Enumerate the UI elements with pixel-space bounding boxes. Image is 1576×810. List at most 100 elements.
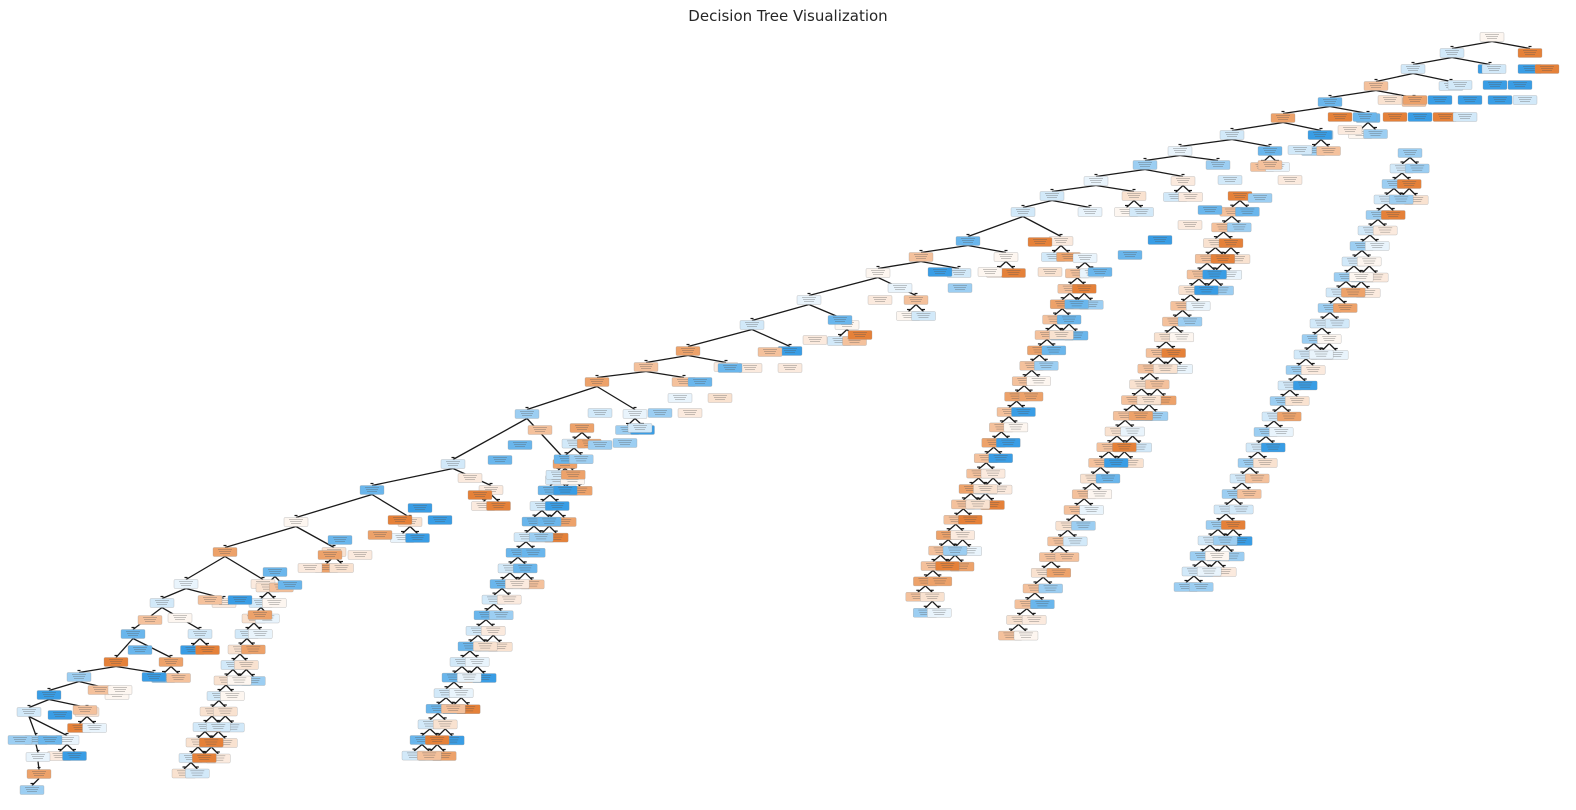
node-text-line xyxy=(834,342,845,343)
node-text-line xyxy=(465,647,475,649)
node-text-line xyxy=(1000,256,1012,257)
tree-edge-ticks xyxy=(27,45,1532,785)
node-text-line xyxy=(536,538,547,540)
node-text-line xyxy=(957,568,968,569)
node-text-line xyxy=(1062,256,1075,257)
node-text-line xyxy=(1314,351,1329,353)
tree-node xyxy=(1120,426,1145,437)
node-text-line xyxy=(525,581,540,582)
tree-edge xyxy=(1225,529,1234,537)
node-text-line xyxy=(1447,54,1457,55)
node-text-line xyxy=(560,491,571,493)
tree-edge xyxy=(1175,185,1184,193)
node-text-line xyxy=(1259,429,1273,430)
node-text-line xyxy=(1226,522,1241,523)
tree-edge xyxy=(877,260,922,270)
tree-edge xyxy=(1005,261,1014,269)
node-text-line xyxy=(926,596,939,597)
node-text-line xyxy=(1348,260,1360,262)
node-text-line xyxy=(479,679,490,680)
tree-edge xyxy=(1016,385,1025,393)
tree-edge xyxy=(78,665,117,674)
tree-edge xyxy=(1149,388,1158,397)
tree-node xyxy=(569,454,594,464)
tree-edge xyxy=(453,665,463,674)
node-text-line xyxy=(1244,495,1255,496)
node-text-line xyxy=(1235,197,1245,198)
tree-node xyxy=(283,517,309,527)
node-text-line xyxy=(262,619,273,621)
node-text-line xyxy=(1408,97,1422,98)
node-text-line xyxy=(1166,350,1181,351)
tree-edge xyxy=(469,650,478,658)
node-text-line xyxy=(408,754,420,756)
tree-edge xyxy=(1345,265,1355,274)
node-text-line xyxy=(746,324,758,325)
node-text-line xyxy=(1395,198,1408,200)
node-text-line xyxy=(220,553,230,554)
node-text-line xyxy=(1070,334,1083,336)
node-text-line xyxy=(184,755,198,756)
tree-edge xyxy=(1083,498,1093,506)
node-text-line xyxy=(413,505,427,506)
node-text-line xyxy=(1276,115,1290,116)
node-text-line xyxy=(1308,338,1320,339)
tree-edge xyxy=(1034,592,1043,601)
node-text-line xyxy=(622,431,633,432)
tree-edge xyxy=(469,666,478,674)
tree-edge xyxy=(190,746,199,754)
node-text-line xyxy=(1196,555,1208,556)
node-text-line xyxy=(1087,480,1098,481)
node-text-line xyxy=(1325,103,1335,104)
tree-node xyxy=(1534,64,1560,74)
node-text-line xyxy=(1089,178,1103,179)
node-text-line xyxy=(1388,183,1400,184)
tree-edge xyxy=(915,304,924,312)
node-text-line xyxy=(1439,116,1451,117)
node-text-line xyxy=(1315,353,1328,355)
node-text-line xyxy=(1465,101,1475,102)
node-text-line xyxy=(199,726,211,727)
node-text-line xyxy=(254,614,266,615)
tree-node xyxy=(1382,112,1408,122)
node-text-line xyxy=(433,517,447,518)
node-text-line xyxy=(220,744,231,745)
node-text-line xyxy=(253,631,268,632)
node-text-line xyxy=(618,440,632,441)
node-text-line xyxy=(832,338,847,339)
tree-node xyxy=(227,675,252,686)
tree-node xyxy=(529,532,554,542)
tree-edge xyxy=(1069,292,1078,301)
tree-edge xyxy=(548,525,557,534)
node-text-line xyxy=(165,661,177,662)
tree-edge xyxy=(115,638,134,658)
node-text-line xyxy=(479,612,493,613)
tree-edge xyxy=(1059,545,1068,554)
tree-node xyxy=(1027,237,1053,247)
node-text-line xyxy=(979,488,992,489)
node-text-line xyxy=(1086,306,1097,307)
node-text-line xyxy=(1365,231,1375,233)
node-text-line xyxy=(545,491,555,493)
tree-node xyxy=(417,750,442,761)
node-text-line xyxy=(1091,182,1101,183)
node-text-line xyxy=(1213,526,1223,527)
tree-node xyxy=(1128,411,1153,421)
tree-node xyxy=(1301,365,1326,375)
tree-node xyxy=(1235,207,1260,217)
node-text-line xyxy=(478,677,491,678)
tree-node xyxy=(514,409,540,419)
node-text-line xyxy=(954,287,966,288)
node-text-line xyxy=(558,521,571,522)
tree-node xyxy=(1237,489,1262,499)
node-text-line xyxy=(1188,570,1200,572)
tree-edge xyxy=(1179,138,1233,148)
tree-edge xyxy=(509,556,519,565)
tree-edge xyxy=(1095,168,1146,178)
node-text-line xyxy=(1168,354,1179,355)
node-text-line xyxy=(1355,243,1369,244)
node-text-line xyxy=(205,741,218,743)
tree-edge xyxy=(1337,280,1347,289)
node-text-line xyxy=(953,272,965,273)
tree-edge xyxy=(1108,435,1118,444)
